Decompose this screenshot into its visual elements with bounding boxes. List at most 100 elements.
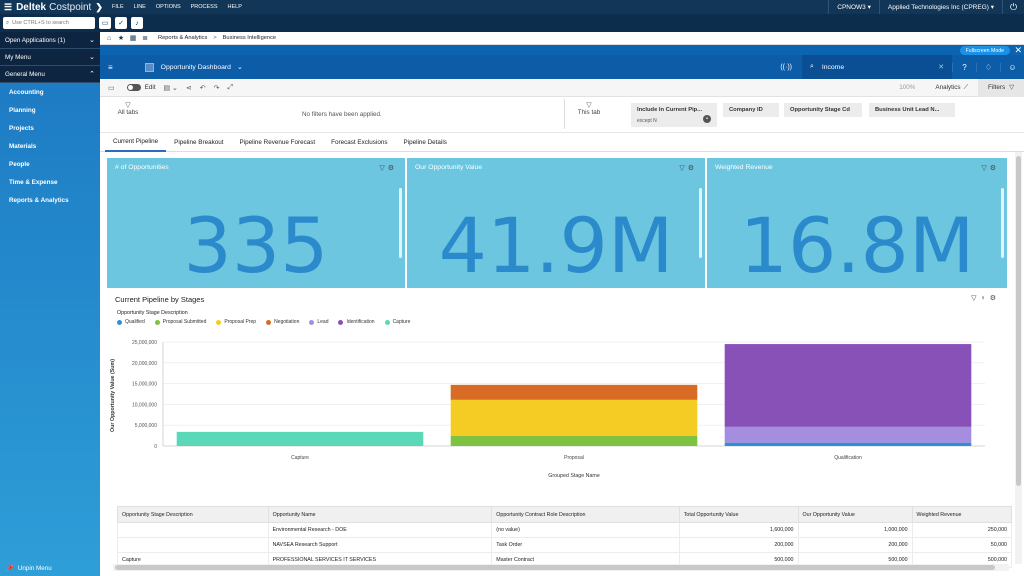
undo-icon[interactable]: ↶	[199, 84, 206, 92]
database-selector[interactable]: CPNOW3 ▾	[828, 0, 879, 14]
check-circle-icon[interactable]: ✓	[115, 17, 127, 29]
kpi-scrollbar[interactable]	[399, 188, 402, 258]
list-icon[interactable]: ≣	[142, 35, 148, 42]
broadcast-icon[interactable]: ((·))	[780, 63, 792, 71]
power-icon[interactable]: ⏻	[1002, 0, 1024, 14]
sidebar-section-open-apps[interactable]: Open Applications (1) ⌄	[0, 32, 100, 49]
grid-icon[interactable]: ▦	[129, 35, 137, 42]
column-header[interactable]: Opportunity Name	[267, 506, 493, 523]
tab-pipeline-revenue-forecast[interactable]: Pipeline Revenue Forecast	[239, 138, 316, 146]
kpi-scrollbar[interactable]	[1001, 188, 1004, 258]
company-selector[interactable]: Applied Technologies Inc (CPREG) ▾	[878, 0, 1002, 14]
dashboard-search-input[interactable]: ⌕ Income ✕	[802, 55, 952, 79]
legend-item[interactable]: Proposal Submitted	[154, 319, 206, 325]
menu-process[interactable]: PROCESS	[190, 4, 218, 10]
sidebar-item-reports-analytics[interactable]: Reports & Analytics	[9, 196, 69, 204]
menu-file[interactable]: FILE	[112, 4, 124, 10]
close-icon[interactable]: ✕	[1014, 45, 1022, 55]
sidebar-item-projects[interactable]: Projects	[9, 124, 34, 132]
sidebar-section-general-menu[interactable]: General Menu ⌃	[0, 66, 100, 83]
home-icon[interactable]: ⌂	[106, 34, 112, 42]
sidebar-item-planning[interactable]: Planning	[9, 106, 36, 114]
kpi-opportunity-value[interactable]: Our Opportunity Value ▽⚙ 41.9M	[407, 158, 705, 288]
table-row[interactable]: NAVSEA Research Support Task Order 200,000…	[117, 537, 1013, 553]
breadcrumb-item[interactable]: Business Intelligence	[222, 35, 277, 41]
all-tabs-filter[interactable]: ▽ All tabs	[108, 101, 148, 116]
bar-segment[interactable]	[450, 436, 698, 446]
legend-item[interactable]: Capture	[384, 319, 410, 325]
bell-icon[interactable]: ♢	[976, 62, 1000, 72]
menu-line[interactable]: LINE	[133, 4, 146, 10]
analytics-button[interactable]: Analytics ⟋	[935, 84, 968, 92]
legend-item[interactable]: Qualified	[117, 319, 145, 325]
save-icon[interactable]: ▤ ⌄	[163, 84, 178, 92]
menu-help[interactable]: HELP	[227, 4, 242, 10]
scroll-thumb[interactable]	[115, 565, 995, 570]
microphone-icon[interactable]: ♪	[131, 17, 143, 29]
sidebar-section-my-menu[interactable]: My Menu ⌄	[0, 49, 100, 66]
chevron-down-icon[interactable]: ⌄	[236, 64, 243, 71]
bar-segment[interactable]	[724, 344, 972, 427]
filter-chip-stage-cd[interactable]: Opportunity Stage Cd	[784, 103, 862, 117]
filter-settings-icons[interactable]: ▽⚙	[679, 165, 697, 172]
help-icon[interactable]: ?	[952, 62, 976, 72]
unpin-menu-button[interactable]: 📌 Unpin Menu	[0, 564, 100, 573]
kpi-weighted-revenue[interactable]: Weighted Revenue ▽⚙ 16.8M	[707, 158, 1007, 288]
hamburger-icon[interactable]: ≡	[108, 62, 113, 72]
bar-segment[interactable]	[724, 426, 972, 443]
sidebar-item-accounting[interactable]: Accounting	[9, 88, 44, 96]
tab-forecast-exclusions[interactable]: Forecast Exclusions	[331, 138, 388, 146]
hamburger-icon[interactable]: ☰	[4, 1, 13, 12]
filters-button[interactable]: Filters ▽	[978, 78, 1024, 97]
column-header[interactable]: Total Opportunity Value	[678, 506, 799, 523]
kpi-opportunities[interactable]: # of Opportunities ▽⚙ 335	[107, 158, 405, 288]
this-tab-filter[interactable]: ▽ This tab	[574, 101, 604, 116]
dashboard-title[interactable]: Opportunity Dashboard	[160, 63, 231, 71]
global-search-input[interactable]: ⌕ Use CTRL+S to search	[3, 17, 95, 29]
column-header[interactable]: Opportunity Contract Role Description	[491, 506, 680, 523]
fullscreen-mode-button[interactable]: Fullscreen Mode	[959, 46, 1010, 55]
column-header[interactable]: Opportunity Stage Description	[117, 506, 269, 523]
user-icon[interactable]: ☺	[1000, 62, 1024, 72]
star-icon[interactable]: ★	[117, 35, 125, 42]
sidebar-item-time-expense[interactable]: Time & Expense	[9, 178, 58, 186]
bar-segment[interactable]	[450, 399, 698, 437]
zoom-level[interactable]: 100%	[899, 84, 916, 91]
filter-settings-icons[interactable]: ▽⚙	[379, 165, 397, 172]
filter-settings-icons[interactable]: ▽⚙	[981, 165, 999, 172]
filter-chip-company-id[interactable]: Company ID	[723, 103, 779, 117]
app-logo[interactable]: ☰ Deltek Costpoint ❯	[0, 1, 103, 13]
sidebar-item-people[interactable]: People	[9, 160, 30, 168]
filter-chip-business-unit[interactable]: Business Unit Lead N...	[869, 103, 955, 117]
tab-current-pipeline[interactable]: Current Pipeline	[105, 133, 167, 152]
table-row[interactable]: Environmental Research - DOE (no value) 1,…	[117, 522, 1013, 538]
share-icon[interactable]: ⋖	[185, 84, 192, 92]
legend-item[interactable]: Lead	[309, 319, 328, 325]
expand-icon[interactable]: ⤢	[227, 83, 234, 91]
tab-pipeline-breakout[interactable]: Pipeline Breakout	[174, 138, 224, 146]
edit-toggle[interactable]	[126, 84, 141, 91]
kpi-scrollbar[interactable]	[699, 188, 702, 258]
chart-toolbar-icons[interactable]: ▽♀⚙	[971, 295, 1000, 302]
bar-segment[interactable]	[724, 442, 972, 446]
vertical-scrollbar[interactable]	[1015, 152, 1022, 564]
sidebar-item-materials[interactable]: Materials	[9, 142, 37, 150]
tab-pipeline-details[interactable]: Pipeline Details	[403, 138, 447, 146]
breadcrumb-item[interactable]: Reports & Analytics	[158, 35, 208, 41]
bar-segment[interactable]	[450, 384, 698, 400]
panel-icon[interactable]: ▭	[108, 84, 115, 92]
horizontal-scrollbar[interactable]	[113, 564, 1009, 571]
chat-icon[interactable]: ▭	[99, 17, 111, 29]
bar-segment[interactable]	[176, 431, 424, 446]
clear-icon[interactable]: ✕	[938, 64, 944, 71]
column-header[interactable]: Our Opportunity Value	[797, 506, 913, 523]
filter-chip-include-pipeline[interactable]: Include In Current Pip... except N •	[631, 103, 717, 127]
chevron-right-icon[interactable]: ❯	[95, 1, 103, 12]
legend-item[interactable]: Negotiation	[266, 319, 299, 325]
redo-icon[interactable]: ↷	[213, 84, 220, 92]
legend-item[interactable]: Proposal Prep	[216, 319, 256, 325]
menu-options[interactable]: OPTIONS	[155, 4, 181, 10]
more-icon[interactable]: •	[703, 115, 711, 123]
legend-item[interactable]: Identification	[338, 319, 375, 325]
scroll-thumb[interactable]	[1016, 156, 1021, 486]
